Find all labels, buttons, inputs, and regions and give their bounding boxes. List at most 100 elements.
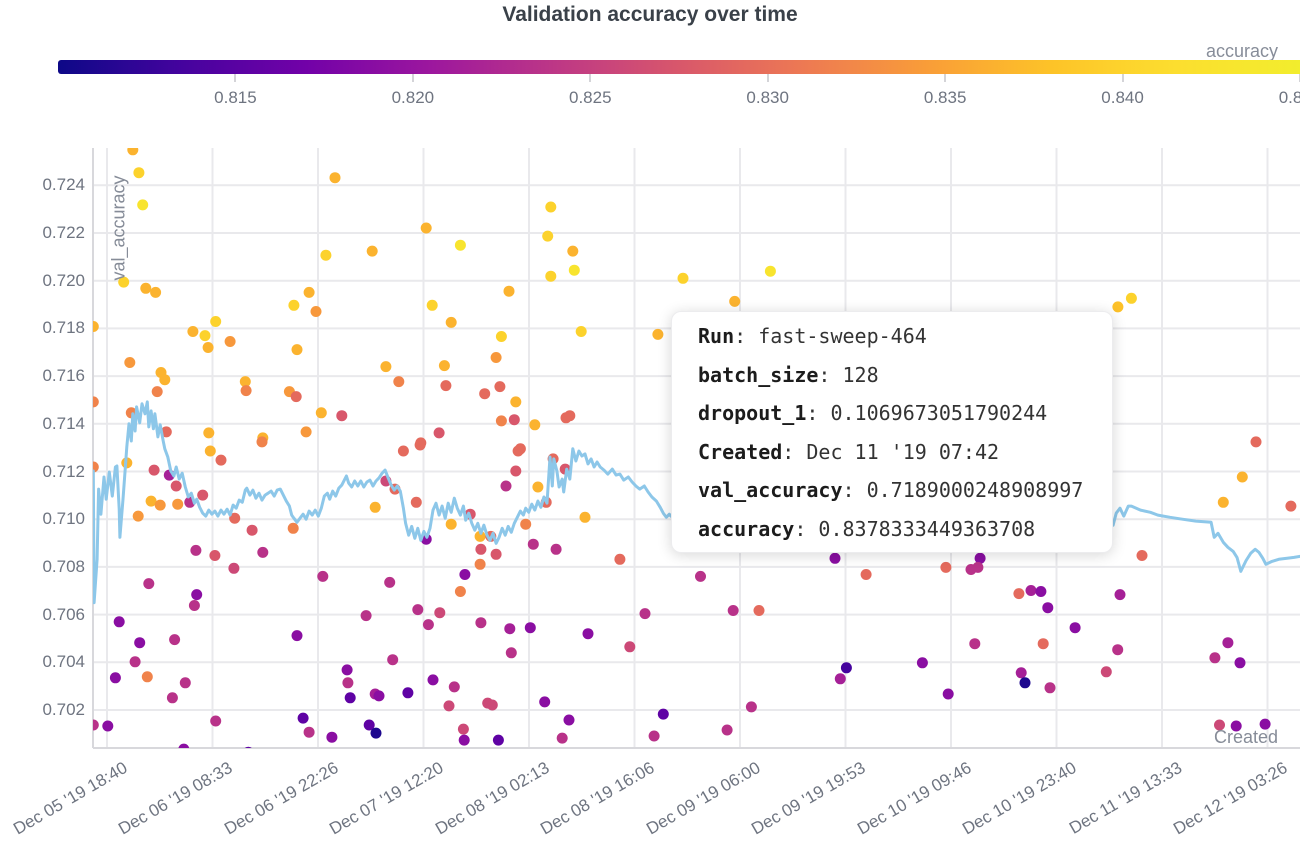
- scatter-point[interactable]: [567, 245, 579, 257]
- scatter-point[interactable]: [1037, 638, 1049, 650]
- scatter-point[interactable]: [457, 723, 469, 735]
- scatter-point[interactable]: [433, 427, 445, 439]
- scatter-point[interactable]: [512, 445, 524, 457]
- scatter-point[interactable]: [145, 495, 157, 507]
- scatter-point[interactable]: [151, 386, 163, 398]
- scatter-point[interactable]: [1222, 637, 1234, 649]
- scatter-point[interactable]: [315, 407, 327, 419]
- scatter-point[interactable]: [384, 576, 396, 588]
- scatter-point[interactable]: [1069, 622, 1081, 634]
- scatter-point[interactable]: [575, 326, 587, 337]
- scatter-point[interactable]: [366, 245, 378, 257]
- scatter-point[interactable]: [1236, 471, 1248, 483]
- scatter-point[interactable]: [127, 144, 139, 156]
- scatter-point[interactable]: [556, 732, 568, 744]
- scatter-point[interactable]: [290, 391, 302, 403]
- scatter-point[interactable]: [445, 518, 457, 530]
- scatter-point[interactable]: [204, 445, 216, 457]
- scatter-point[interactable]: [134, 637, 146, 649]
- scatter-point[interactable]: [170, 480, 182, 492]
- scatter-point[interactable]: [475, 543, 487, 555]
- scatter-point[interactable]: [393, 376, 405, 388]
- scatter-point[interactable]: [410, 496, 422, 508]
- scatter-point[interactable]: [564, 410, 576, 422]
- scatter-point[interactable]: [197, 489, 209, 501]
- scatter-point[interactable]: [505, 647, 517, 659]
- scatter-point[interactable]: [1230, 720, 1242, 732]
- scatter-point[interactable]: [291, 630, 303, 642]
- scatter-point[interactable]: [527, 538, 539, 550]
- scatter-point[interactable]: [202, 342, 214, 353]
- scatter-point[interactable]: [88, 461, 99, 473]
- scatter-point[interactable]: [380, 361, 392, 373]
- scatter-point[interactable]: [729, 295, 741, 307]
- scatter-point[interactable]: [542, 230, 554, 242]
- scatter-point[interactable]: [370, 727, 382, 739]
- scatter-point[interactable]: [1019, 677, 1031, 689]
- scatter-point[interactable]: [291, 344, 303, 356]
- scatter-point[interactable]: [369, 501, 381, 513]
- scatter-point[interactable]: [300, 426, 312, 438]
- scatter-point[interactable]: [529, 419, 541, 431]
- scatter-point[interactable]: [479, 388, 491, 400]
- scatter-point[interactable]: [445, 316, 457, 328]
- scatter-point[interactable]: [397, 445, 409, 457]
- scatter-point[interactable]: [148, 464, 160, 476]
- scatter-point[interactable]: [474, 530, 486, 542]
- scatter-point[interactable]: [373, 690, 385, 702]
- scatter-point[interactable]: [288, 299, 300, 311]
- scatter-point[interactable]: [563, 714, 575, 726]
- scatter-point[interactable]: [942, 688, 954, 700]
- scatter-point[interactable]: [579, 511, 591, 523]
- scatter-point[interactable]: [652, 328, 664, 340]
- scatter-point[interactable]: [500, 480, 512, 492]
- scatter-point[interactable]: [840, 662, 852, 674]
- scatter-point[interactable]: [568, 264, 580, 276]
- scatter-point[interactable]: [317, 570, 329, 582]
- scatter-point[interactable]: [228, 562, 240, 574]
- scatter-point[interactable]: [179, 677, 191, 689]
- scatter-point[interactable]: [88, 396, 99, 408]
- scatter-point[interactable]: [187, 326, 199, 337]
- scatter-point[interactable]: [303, 286, 315, 298]
- scatter-point[interactable]: [510, 396, 522, 408]
- scatter-point[interactable]: [639, 608, 651, 620]
- scatter-point[interactable]: [454, 239, 466, 251]
- scatter-point[interactable]: [474, 558, 486, 570]
- scatter-point[interactable]: [1125, 292, 1137, 304]
- scatter-point[interactable]: [434, 607, 446, 619]
- scatter-point[interactable]: [133, 167, 145, 179]
- scatter-point[interactable]: [426, 299, 438, 311]
- scatter-point[interactable]: [191, 589, 203, 601]
- scatter-point[interactable]: [648, 730, 660, 742]
- scatter-point[interactable]: [143, 578, 155, 590]
- scatter-point[interactable]: [210, 316, 222, 327]
- scatter-point[interactable]: [1025, 585, 1037, 596]
- scatter-point[interactable]: [159, 374, 171, 386]
- scatter-point[interactable]: [427, 674, 439, 686]
- scatter-point[interactable]: [940, 561, 952, 573]
- scatter-point[interactable]: [438, 360, 450, 372]
- scatter-point[interactable]: [102, 720, 114, 732]
- scatter-point[interactable]: [520, 518, 532, 530]
- scatter-point[interactable]: [1136, 550, 1148, 561]
- scatter-point[interactable]: [326, 731, 338, 743]
- scatter-point[interactable]: [412, 604, 424, 616]
- scatter-point[interactable]: [916, 657, 928, 669]
- scatter-point[interactable]: [1234, 657, 1246, 669]
- scatter-point[interactable]: [1013, 588, 1025, 600]
- scatter-point[interactable]: [834, 673, 846, 685]
- scatter-point[interactable]: [1250, 436, 1262, 448]
- scatter-point[interactable]: [677, 272, 689, 284]
- scatter-point[interactable]: [508, 414, 520, 426]
- scatter-point[interactable]: [203, 427, 215, 439]
- scatter-point[interactable]: [166, 692, 178, 704]
- scatter-point[interactable]: [545, 270, 557, 282]
- scatter-point[interactable]: [132, 510, 144, 522]
- scatter-point[interactable]: [140, 282, 152, 294]
- scatter-point[interactable]: [169, 634, 181, 646]
- scatter-point[interactable]: [1042, 602, 1054, 614]
- scatter-point[interactable]: [454, 586, 466, 597]
- scatter-point[interactable]: [624, 641, 636, 653]
- scatter-point[interactable]: [614, 553, 626, 565]
